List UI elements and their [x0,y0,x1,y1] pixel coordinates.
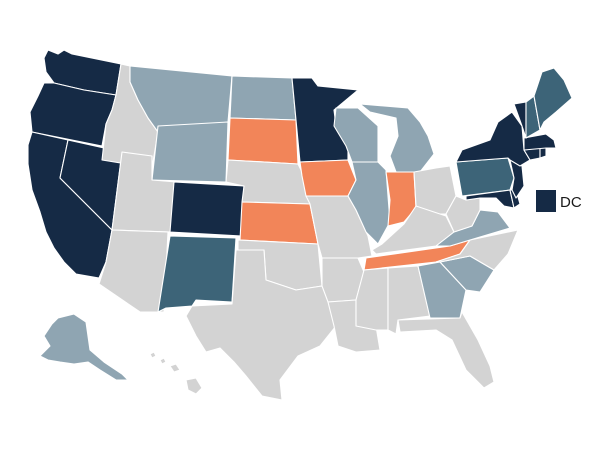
state-ny[interactable] [455,111,531,167]
state-me[interactable] [533,67,573,131]
state-fl[interactable] [397,311,495,389]
state-nj[interactable] [509,159,525,199]
state-ky[interactable] [371,205,455,255]
state-ma[interactable] [523,133,557,151]
state-ga[interactable] [417,261,467,319]
state-nd[interactable] [229,75,297,121]
state-nm[interactable] [157,235,237,313]
state-wy[interactable] [151,121,229,183]
state-nc[interactable] [435,229,519,271]
state-az[interactable] [98,229,169,313]
state-ak[interactable] [39,313,129,381]
state-ks[interactable] [239,201,319,245]
dc-label: DC [560,194,582,211]
state-ri[interactable] [539,147,547,159]
state-ia[interactable] [299,159,357,197]
state-co[interactable] [169,181,245,237]
state-wv[interactable] [445,195,481,233]
dc-swatch [536,190,556,212]
state-il[interactable] [347,161,391,245]
state-hi[interactable] [149,351,203,395]
state-sd[interactable] [227,117,299,165]
state-tx[interactable] [185,249,337,401]
